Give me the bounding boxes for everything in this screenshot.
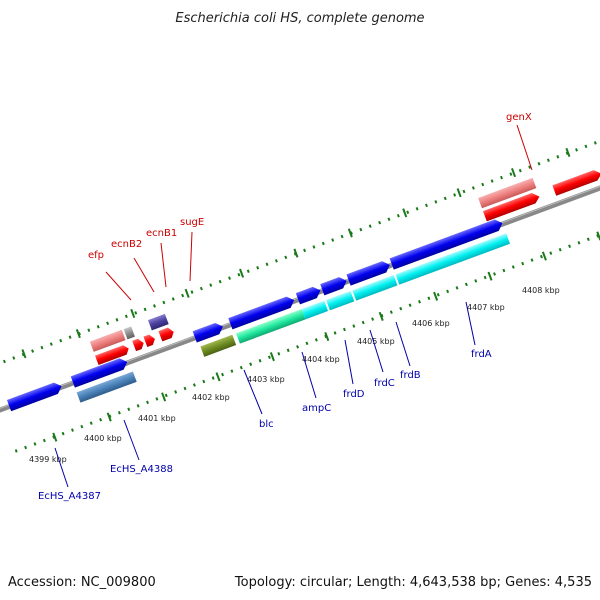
gene-blc[interactable] (192, 321, 225, 343)
leader-line (189, 231, 193, 282)
upper-major-tick (21, 349, 27, 359)
lower-major-tick (215, 372, 221, 382)
cds-EcHS_A4388[interactable] (76, 371, 137, 403)
scale-label: 4407 kbp (467, 303, 505, 312)
upper-major-tick (565, 147, 571, 158)
lower-major-tick (487, 271, 493, 281)
leader-line (54, 447, 69, 488)
upper-major-tick (130, 308, 136, 319)
gene-sugE[interactable] (158, 326, 175, 342)
cds-frdA[interactable] (395, 233, 510, 285)
scale-label: 4404 kbp (302, 355, 340, 364)
leader-line (160, 242, 167, 288)
lower-major-tick (433, 291, 439, 301)
upper-major-tick (347, 228, 353, 238)
gene-ecnB1[interactable] (143, 333, 156, 347)
upper-tick-track (0, 124, 600, 371)
upper-major-tick (239, 268, 245, 278)
gene-edge-right[interactable] (552, 168, 600, 196)
gene-label-EcHS_A4387[interactable]: EcHS_A4387 (38, 491, 101, 502)
lower-major-tick (161, 392, 167, 402)
gene-frdA[interactable] (389, 217, 505, 270)
gene-label-genX[interactable]: genX (506, 112, 532, 123)
lower-major-tick (541, 251, 547, 261)
gene-frdB[interactable] (346, 259, 391, 286)
lower-major-tick (378, 311, 384, 321)
leader-line (344, 339, 354, 385)
leader-line (105, 271, 132, 301)
cds-genX[interactable] (478, 177, 537, 209)
lower-major-tick (106, 412, 112, 422)
map-title: Escherichia coli HS, complete genome (175, 11, 424, 26)
scale-label: 4400 kbp (84, 434, 122, 443)
lower-major-tick (52, 432, 58, 442)
leader-line (243, 369, 263, 415)
gene-frdD[interactable] (295, 285, 323, 305)
scale-label: 4406 kbp (412, 319, 450, 328)
gene-label-EcHS_A4388[interactable]: EcHS_A4388 (110, 464, 173, 475)
scale-label: 4399 kbp (29, 455, 67, 464)
lower-major-tick (324, 331, 330, 342)
cds-sugE[interactable] (147, 313, 169, 331)
gene-genX[interactable] (482, 191, 541, 222)
gene-label-ampC[interactable]: ampC (302, 403, 331, 414)
upper-major-tick (184, 288, 190, 298)
lower-tick-track (14, 207, 600, 453)
lower-labels: EcHS_A4387 EcHS_A4388 blc ampC frdD frdC… (38, 301, 492, 502)
gene-label-blc[interactable]: blc (259, 419, 274, 430)
upper-scale-ticks (21, 147, 571, 359)
cds-frdB[interactable] (352, 275, 398, 301)
upper-major-tick (402, 208, 408, 218)
leader-line (516, 124, 533, 171)
lower-major-tick (269, 352, 275, 362)
scale-label: 4403 kbp (247, 375, 285, 384)
gene-efp[interactable] (95, 344, 130, 366)
cds-blc[interactable] (200, 334, 237, 357)
leader-line (465, 301, 476, 346)
leader-line (133, 257, 155, 293)
upper-major-tick (75, 329, 81, 339)
upper-labels: efp ecnB2 ecnB1 sugE genX (88, 112, 533, 301)
cds-ampC[interactable] (236, 309, 306, 344)
scale-label: 4402 kbp (192, 393, 230, 402)
gene-ampC[interactable] (228, 294, 296, 330)
scale-labels: 4399 kbp 4400 kbp 4401 kbp 4402 kbp 4403… (29, 286, 560, 464)
gene-ecnB2[interactable] (132, 337, 145, 352)
leader-line (369, 329, 384, 373)
gene-label-ecnB1[interactable]: ecnB1 (146, 228, 177, 239)
gene-label-frdA[interactable]: frdA (471, 349, 492, 360)
gene-EcHS_A4388[interactable] (70, 356, 130, 388)
leader-line (301, 351, 317, 399)
gene-label-frdB[interactable]: frdB (400, 370, 421, 381)
gene-frdC[interactable] (320, 275, 349, 296)
cds-efp[interactable] (89, 329, 126, 352)
upper-major-tick (293, 248, 299, 258)
cds-ecnB2[interactable] (123, 326, 135, 340)
gene-label-sugE[interactable]: sugE (180, 217, 204, 228)
upper-major-tick (456, 188, 462, 198)
upper-major-tick (511, 168, 517, 178)
map-diagram (0, 124, 600, 453)
cds-frdD[interactable] (301, 300, 329, 320)
scale-label: 4408 kbp (522, 286, 560, 295)
gene-label-efp[interactable]: efp (88, 250, 104, 261)
cds-frdC[interactable] (326, 291, 355, 311)
accession-text: Accession: NC_009800 (8, 575, 156, 590)
leader-line (395, 321, 411, 367)
leader-line (123, 419, 140, 461)
gene-EcHS_A4387[interactable] (6, 381, 64, 412)
lower-scale-ticks (52, 231, 600, 442)
scale-label: 4405 kbp (357, 337, 395, 346)
gene-label-frdC[interactable]: frdC (374, 378, 395, 389)
topology-text: Topology: circular; Length: 4,643,538 bp… (234, 575, 592, 590)
gene-label-frdD[interactable]: frdD (343, 389, 365, 400)
gene-label-ecnB2[interactable]: ecnB2 (111, 239, 142, 250)
scale-label: 4401 kbp (138, 414, 176, 423)
